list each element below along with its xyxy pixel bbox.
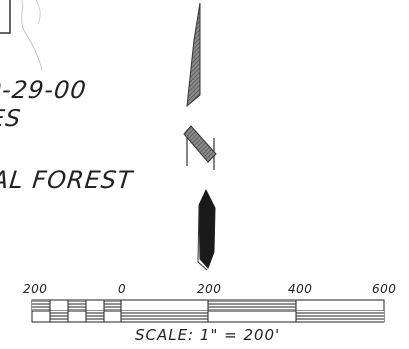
scale-bar-segment bbox=[68, 300, 86, 311]
scale-bar-segment bbox=[121, 311, 208, 322]
scale-bar-segment bbox=[50, 311, 68, 322]
scale-bar-segment bbox=[208, 300, 296, 311]
scale-bar-segment bbox=[104, 300, 121, 311]
scale-bar-segment bbox=[32, 300, 50, 311]
scale-bar-segment bbox=[296, 311, 384, 322]
scale-bar-segment bbox=[86, 311, 104, 322]
scale-caption: SCALE: 1" = 200' bbox=[135, 326, 280, 344]
